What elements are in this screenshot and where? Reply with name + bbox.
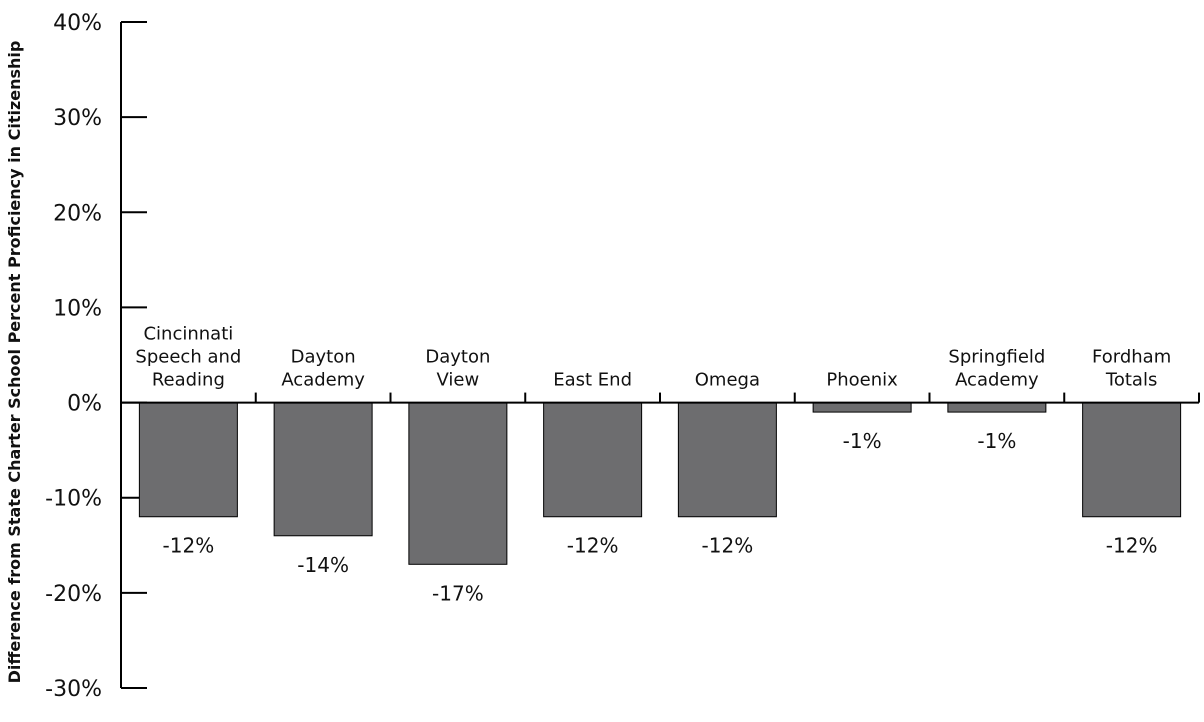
data-label: -12% (163, 534, 215, 558)
category-label: Omega (695, 370, 760, 391)
y-tick-label: 20% (53, 201, 102, 226)
category-label: Springfield Academy (948, 347, 1045, 391)
bar (138, 402, 238, 518)
y-axis-title: Difference from State Charter School Per… (5, 41, 24, 684)
y-tick-label: 40% (53, 11, 102, 36)
category-label: East End (553, 370, 632, 391)
bar (947, 402, 1047, 413)
data-label: -14% (297, 553, 349, 577)
data-label: -12% (567, 534, 619, 558)
category-label: Cincinnati Speech and Reading (135, 324, 241, 391)
category-label: Dayton Academy (281, 347, 365, 391)
data-label: -12% (1106, 534, 1158, 558)
y-tick-label: -10% (45, 487, 102, 512)
data-label: -12% (702, 534, 754, 558)
y-tick-label: -30% (45, 677, 102, 702)
category-label: Dayton View (425, 347, 490, 391)
bar (543, 402, 643, 518)
category-label: Fordham Totals (1092, 347, 1171, 391)
bar (408, 402, 508, 565)
bar (1082, 402, 1182, 518)
y-tick-label: 10% (53, 296, 102, 321)
data-label: -1% (977, 429, 1016, 453)
bar (677, 402, 777, 518)
bar (812, 402, 912, 413)
data-label: -1% (843, 429, 882, 453)
y-tick-label: 30% (53, 106, 102, 131)
bar (273, 402, 373, 537)
category-label: Phoenix (826, 370, 898, 391)
y-tick-label: 0% (67, 392, 102, 417)
data-label: -17% (432, 581, 484, 605)
y-tick-label: -20% (45, 582, 102, 607)
